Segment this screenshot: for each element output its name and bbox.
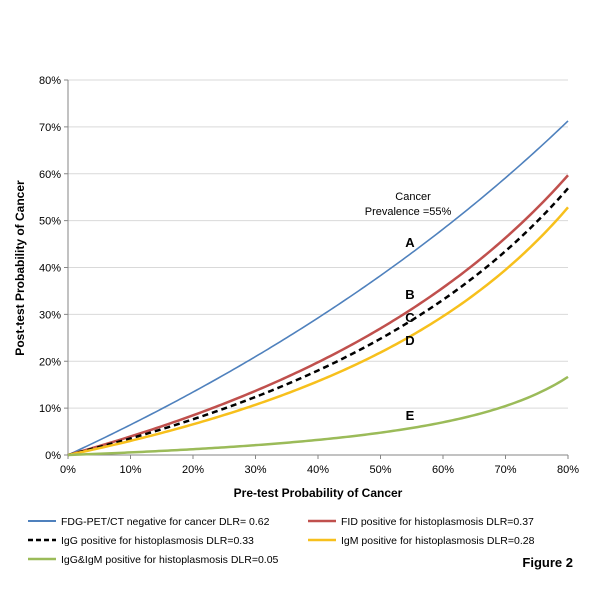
series-lines bbox=[67, 120, 569, 457]
curve-labels: A B C D E bbox=[405, 235, 415, 423]
legend-item: FDG-PET/CT negative for cancer DLR= 0.62 bbox=[28, 516, 270, 528]
series-line-a bbox=[67, 120, 569, 456]
legend-label-fdg-pet: FDG-PET/CT negative for cancer DLR= 0.62 bbox=[61, 516, 270, 528]
curve-label-e: E bbox=[406, 408, 415, 423]
curve-label-c: C bbox=[405, 310, 415, 325]
series-line-b bbox=[67, 174, 569, 457]
x-tick-label: 70% bbox=[494, 464, 516, 476]
y-tick-labels: 0% 10% 20% 30% 40% 50% 60% 70% 80% bbox=[39, 75, 61, 462]
legend-label-igm: IgM positive for histoplasmosis DLR=0.28 bbox=[341, 535, 535, 547]
axes bbox=[67, 80, 568, 456]
legend-label-fid: FID positive for histoplasmosis DLR=0.37 bbox=[341, 516, 534, 528]
x-axis-title: Pre-test Probability of Cancer bbox=[234, 486, 403, 500]
y-tick-label: 70% bbox=[39, 122, 61, 134]
y-tick-label: 40% bbox=[39, 263, 61, 275]
legend-item: IgG positive for histoplasmosis DLR=0.33 bbox=[28, 535, 254, 547]
gridlines bbox=[64, 79, 569, 459]
legend-item: IgM positive for histoplasmosis DLR=0.28 bbox=[308, 535, 535, 547]
curve-label-d: D bbox=[405, 333, 414, 348]
figure-label: Figure 2 bbox=[522, 555, 573, 570]
legend-item: IgG&IgM positive for histoplasmosis DLR=… bbox=[28, 554, 279, 566]
x-tick-label: 60% bbox=[432, 464, 454, 476]
x-tick-label: 40% bbox=[307, 464, 329, 476]
y-axis-title: Post-test Probability of Cancer bbox=[13, 180, 27, 356]
curve-label-a: A bbox=[405, 235, 415, 250]
curve-label-b: B bbox=[405, 287, 414, 302]
series-line-e bbox=[67, 375, 569, 457]
annotation-line-1: Cancer bbox=[395, 191, 431, 203]
x-tick-label: 30% bbox=[244, 464, 266, 476]
x-tick-label: 80% bbox=[557, 464, 579, 476]
series-line-d bbox=[67, 206, 569, 457]
x-tick-label: 10% bbox=[119, 464, 141, 476]
legend-label-igg-igm: IgG&IgM positive for histoplasmosis DLR=… bbox=[61, 554, 279, 566]
y-tick-label: 0% bbox=[45, 450, 61, 462]
x-tick-label: 0% bbox=[60, 464, 76, 476]
x-tick-label: 50% bbox=[369, 464, 391, 476]
y-tick-label: 10% bbox=[39, 403, 61, 415]
legend: FDG-PET/CT negative for cancer DLR= 0.62… bbox=[28, 516, 535, 566]
x-tick-label: 20% bbox=[182, 464, 204, 476]
y-tick-label: 30% bbox=[39, 309, 61, 321]
y-tick-label: 60% bbox=[39, 169, 61, 181]
y-tick-label: 20% bbox=[39, 356, 61, 368]
x-tick-labels: 0% 10% 20% 30% 40% 50% 60% 70% 80% bbox=[60, 464, 579, 476]
y-tick-label: 80% bbox=[39, 75, 61, 87]
y-tick-label: 50% bbox=[39, 216, 61, 228]
annotation-line-2: Prevalence =55% bbox=[365, 206, 452, 218]
legend-label-igg: IgG positive for histoplasmosis DLR=0.33 bbox=[61, 535, 254, 547]
series-line-c bbox=[67, 187, 569, 457]
legend-item: FID positive for histoplasmosis DLR=0.37 bbox=[308, 516, 534, 528]
